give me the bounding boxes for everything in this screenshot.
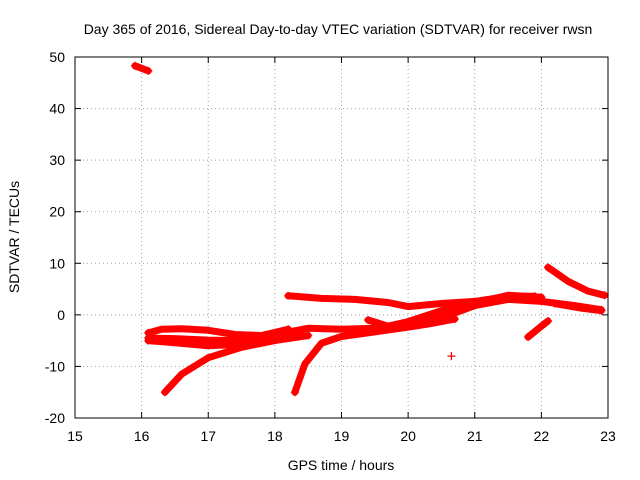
series-line (144, 326, 292, 350)
series-line (161, 332, 312, 396)
chart-title: Day 365 of 2016, Sidereal Day-to-day VTE… (84, 21, 593, 37)
series-track-8 (364, 291, 546, 330)
data-point (447, 352, 456, 361)
series-line (291, 315, 459, 396)
data-point (524, 333, 533, 342)
x-tick-label: 21 (467, 428, 483, 444)
series-line (364, 291, 545, 330)
series-track-10 (544, 263, 609, 300)
x-axis-label: GPS time / hours (288, 457, 395, 473)
series-track-5 (160, 331, 313, 397)
data-point (284, 291, 293, 300)
data-point (160, 388, 169, 397)
data-point (144, 328, 153, 337)
series-line (131, 62, 152, 75)
ticks (74, 56, 609, 419)
data-point (537, 293, 546, 302)
series-track-4 (144, 326, 293, 350)
y-tick-label: 30 (49, 152, 65, 168)
series-track-9 (524, 317, 553, 342)
series-line (144, 295, 605, 345)
data-point (144, 66, 153, 75)
series-track-11 (550, 299, 606, 315)
data-point (544, 263, 553, 272)
x-tick-label: 15 (67, 428, 83, 444)
x-tick-label: 16 (134, 428, 150, 444)
data-point (144, 336, 153, 345)
data-point (364, 316, 373, 325)
y-tick-label: -10 (45, 358, 65, 374)
series-track-6 (290, 314, 459, 397)
y-tick-label: -20 (45, 410, 65, 426)
y-tick-label: 10 (49, 255, 65, 271)
series-outlier (447, 352, 456, 361)
data-point (304, 331, 313, 340)
y-tick-label: 0 (57, 307, 65, 323)
data-point (550, 299, 559, 308)
data-point (130, 61, 139, 70)
x-tick-label: 22 (534, 428, 550, 444)
y-tick-labels: -20 -10 0 10 20 30 40 50 (45, 49, 65, 426)
x-tick-label: 18 (267, 428, 283, 444)
series-group (130, 61, 609, 397)
y-tick-label: 50 (49, 49, 65, 65)
y-axis-label: SDTVAR / TECUs (6, 181, 22, 293)
series-track-1 (130, 61, 153, 75)
x-tick-label: 17 (200, 428, 216, 444)
grid (75, 57, 608, 418)
y-tick-label: 20 (49, 204, 65, 220)
data-point (600, 291, 609, 300)
data-point (290, 388, 299, 397)
x-tick-label: 23 (600, 428, 616, 444)
data-point (450, 314, 459, 323)
data-point (544, 317, 553, 326)
x-tick-labels: 15 16 17 18 19 20 21 22 23 (67, 428, 616, 444)
data-point (284, 326, 293, 335)
x-tick-label: 19 (334, 428, 350, 444)
y-tick-label: 40 (49, 101, 65, 117)
data-point (597, 306, 606, 315)
series-line (544, 263, 609, 299)
x-tick-label: 20 (400, 428, 416, 444)
series-line (551, 300, 605, 315)
series-line (524, 317, 552, 341)
